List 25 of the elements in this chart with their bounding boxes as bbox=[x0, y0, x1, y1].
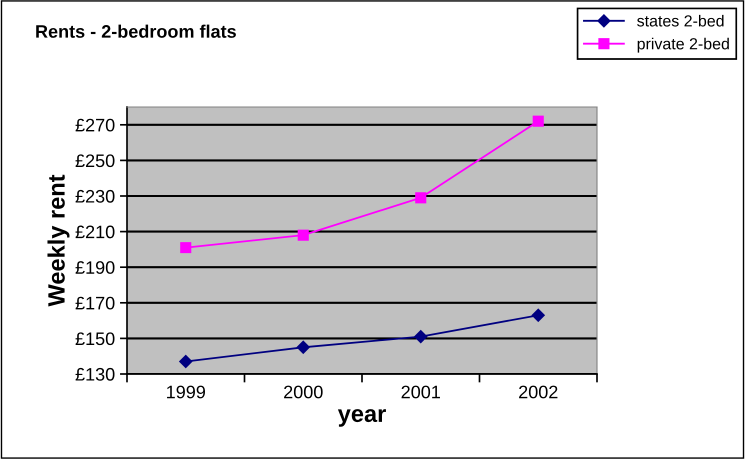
x-tick-label: 2000 bbox=[284, 386, 323, 398]
y-axis-title: Weekly rent bbox=[47, 174, 70, 307]
point bbox=[414, 330, 428, 344]
point bbox=[532, 116, 544, 127]
x-tick-label: 2001 bbox=[402, 386, 440, 398]
point bbox=[532, 308, 545, 322]
point bbox=[298, 230, 309, 241]
point bbox=[415, 192, 426, 204]
y-tick-label: £130 bbox=[76, 368, 114, 381]
y-tick-label: £170 bbox=[76, 296, 114, 310]
y-tick-label: £190 bbox=[76, 261, 114, 274]
y-tick-label: £250 bbox=[76, 154, 114, 168]
y-tick-label: £230 bbox=[76, 190, 114, 203]
x-tick-label: 2002 bbox=[519, 386, 558, 398]
chart-title: Rents - 2-bedroom flats bbox=[36, 24, 236, 38]
point bbox=[296, 340, 310, 354]
point bbox=[180, 242, 192, 254]
y-tick-label: £270 bbox=[76, 118, 114, 132]
legend-label: states 2-bed bbox=[637, 14, 724, 27]
x-tick-label: 1999 bbox=[167, 386, 205, 398]
y-tick-label: £210 bbox=[76, 226, 114, 238]
x-axis-title: year bbox=[338, 409, 386, 427]
point bbox=[179, 354, 192, 368]
y-tick-label: £150 bbox=[76, 332, 114, 346]
legend-label: private 2-bed bbox=[638, 38, 729, 53]
